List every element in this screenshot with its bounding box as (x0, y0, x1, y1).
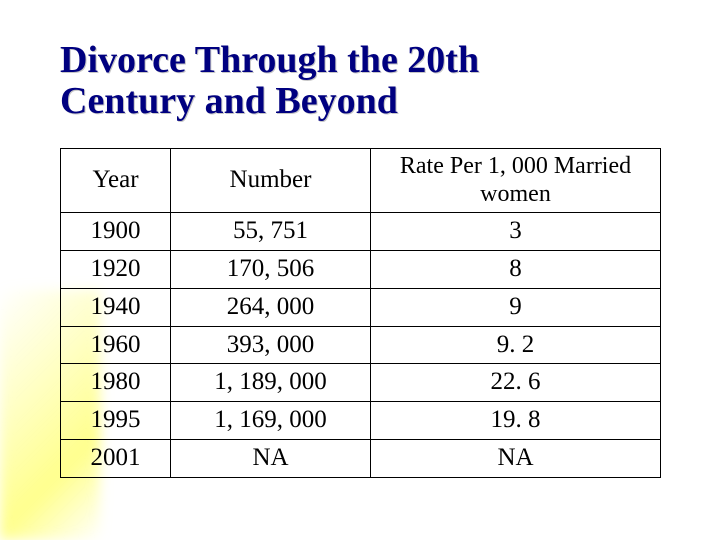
table-row: 2001 NA NA (61, 439, 661, 477)
cell-number: 264, 000 (171, 288, 371, 326)
cell-number: 393, 000 (171, 326, 371, 364)
cell-number: NA (171, 439, 371, 477)
cell-rate: 8 (371, 251, 661, 289)
table-row: 1900 55, 751 3 (61, 213, 661, 251)
cell-number: 1, 189, 000 (171, 364, 371, 402)
cell-rate: 3 (371, 213, 661, 251)
cell-rate: 19. 8 (371, 402, 661, 440)
cell-rate: 9. 2 (371, 326, 661, 364)
title-line-1: Divorce Through the 20th (60, 39, 479, 81)
cell-year: 1940 (61, 288, 171, 326)
cell-rate: 22. 6 (371, 364, 661, 402)
cell-number: 170, 506 (171, 251, 371, 289)
cell-year: 2001 (61, 439, 171, 477)
cell-year: 1900 (61, 213, 171, 251)
cell-year: 1960 (61, 326, 171, 364)
title-line-2: Century and Beyond (60, 80, 398, 122)
col-header-year: Year (61, 149, 171, 213)
slide-container: Divorce Through the 20th Century and Bey… (0, 0, 720, 540)
cell-number: 55, 751 (171, 213, 371, 251)
table-row: 1940 264, 000 9 (61, 288, 661, 326)
cell-number: 1, 169, 000 (171, 402, 371, 440)
cell-year: 1995 (61, 402, 171, 440)
divorce-table: Year Number Rate Per 1, 000 Married wome… (60, 148, 661, 477)
table-header-row: Year Number Rate Per 1, 000 Married wome… (61, 149, 661, 213)
cell-year: 1980 (61, 364, 171, 402)
cell-year: 1920 (61, 251, 171, 289)
table-row: 1960 393, 000 9. 2 (61, 326, 661, 364)
cell-rate: NA (371, 439, 661, 477)
cell-rate: 9 (371, 288, 661, 326)
col-header-number: Number (171, 149, 371, 213)
col-header-rate: Rate Per 1, 000 Married women (371, 149, 661, 213)
slide-title: Divorce Through the 20th Century and Bey… (60, 40, 670, 122)
table-row: 1920 170, 506 8 (61, 251, 661, 289)
table-row: 1980 1, 189, 000 22. 6 (61, 364, 661, 402)
table-row: 1995 1, 169, 000 19. 8 (61, 402, 661, 440)
